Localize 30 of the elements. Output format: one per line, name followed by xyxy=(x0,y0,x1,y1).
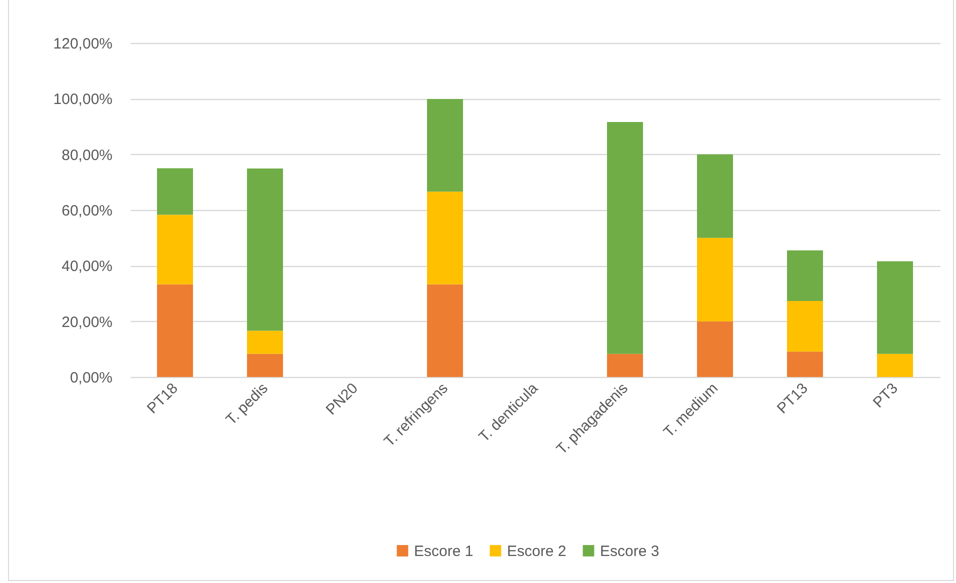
bar xyxy=(697,321,733,377)
bar xyxy=(157,214,193,284)
bar xyxy=(787,301,823,352)
bar xyxy=(877,261,913,354)
bar xyxy=(427,192,463,284)
x-tick-label: PT3 xyxy=(870,380,902,412)
y-tick-label: 100,00% xyxy=(53,91,112,108)
bar xyxy=(697,238,733,322)
y-tick-label: 60,00% xyxy=(62,202,112,220)
bar xyxy=(607,354,643,377)
bar xyxy=(607,122,643,354)
y-tick-label: 0,00% xyxy=(70,370,112,386)
bar xyxy=(247,168,283,331)
y-tick-label: 120,00% xyxy=(53,36,112,52)
legend-label: Escore 3 xyxy=(600,542,660,560)
legend-label: Escore 2 xyxy=(507,542,566,560)
bar xyxy=(787,250,823,302)
bar xyxy=(247,330,283,354)
bar xyxy=(787,352,823,377)
legend-label: Escore 1 xyxy=(414,542,474,560)
bar xyxy=(157,168,193,215)
y-tick-label: 40,00% xyxy=(62,258,112,276)
bar xyxy=(427,284,463,377)
bar xyxy=(247,354,283,377)
y-tick-label: 80,00% xyxy=(62,146,112,164)
bar xyxy=(877,354,913,377)
bar xyxy=(157,284,193,377)
bar xyxy=(427,98,463,192)
bar xyxy=(697,154,733,238)
y-tick-label: 20,00% xyxy=(62,314,112,331)
